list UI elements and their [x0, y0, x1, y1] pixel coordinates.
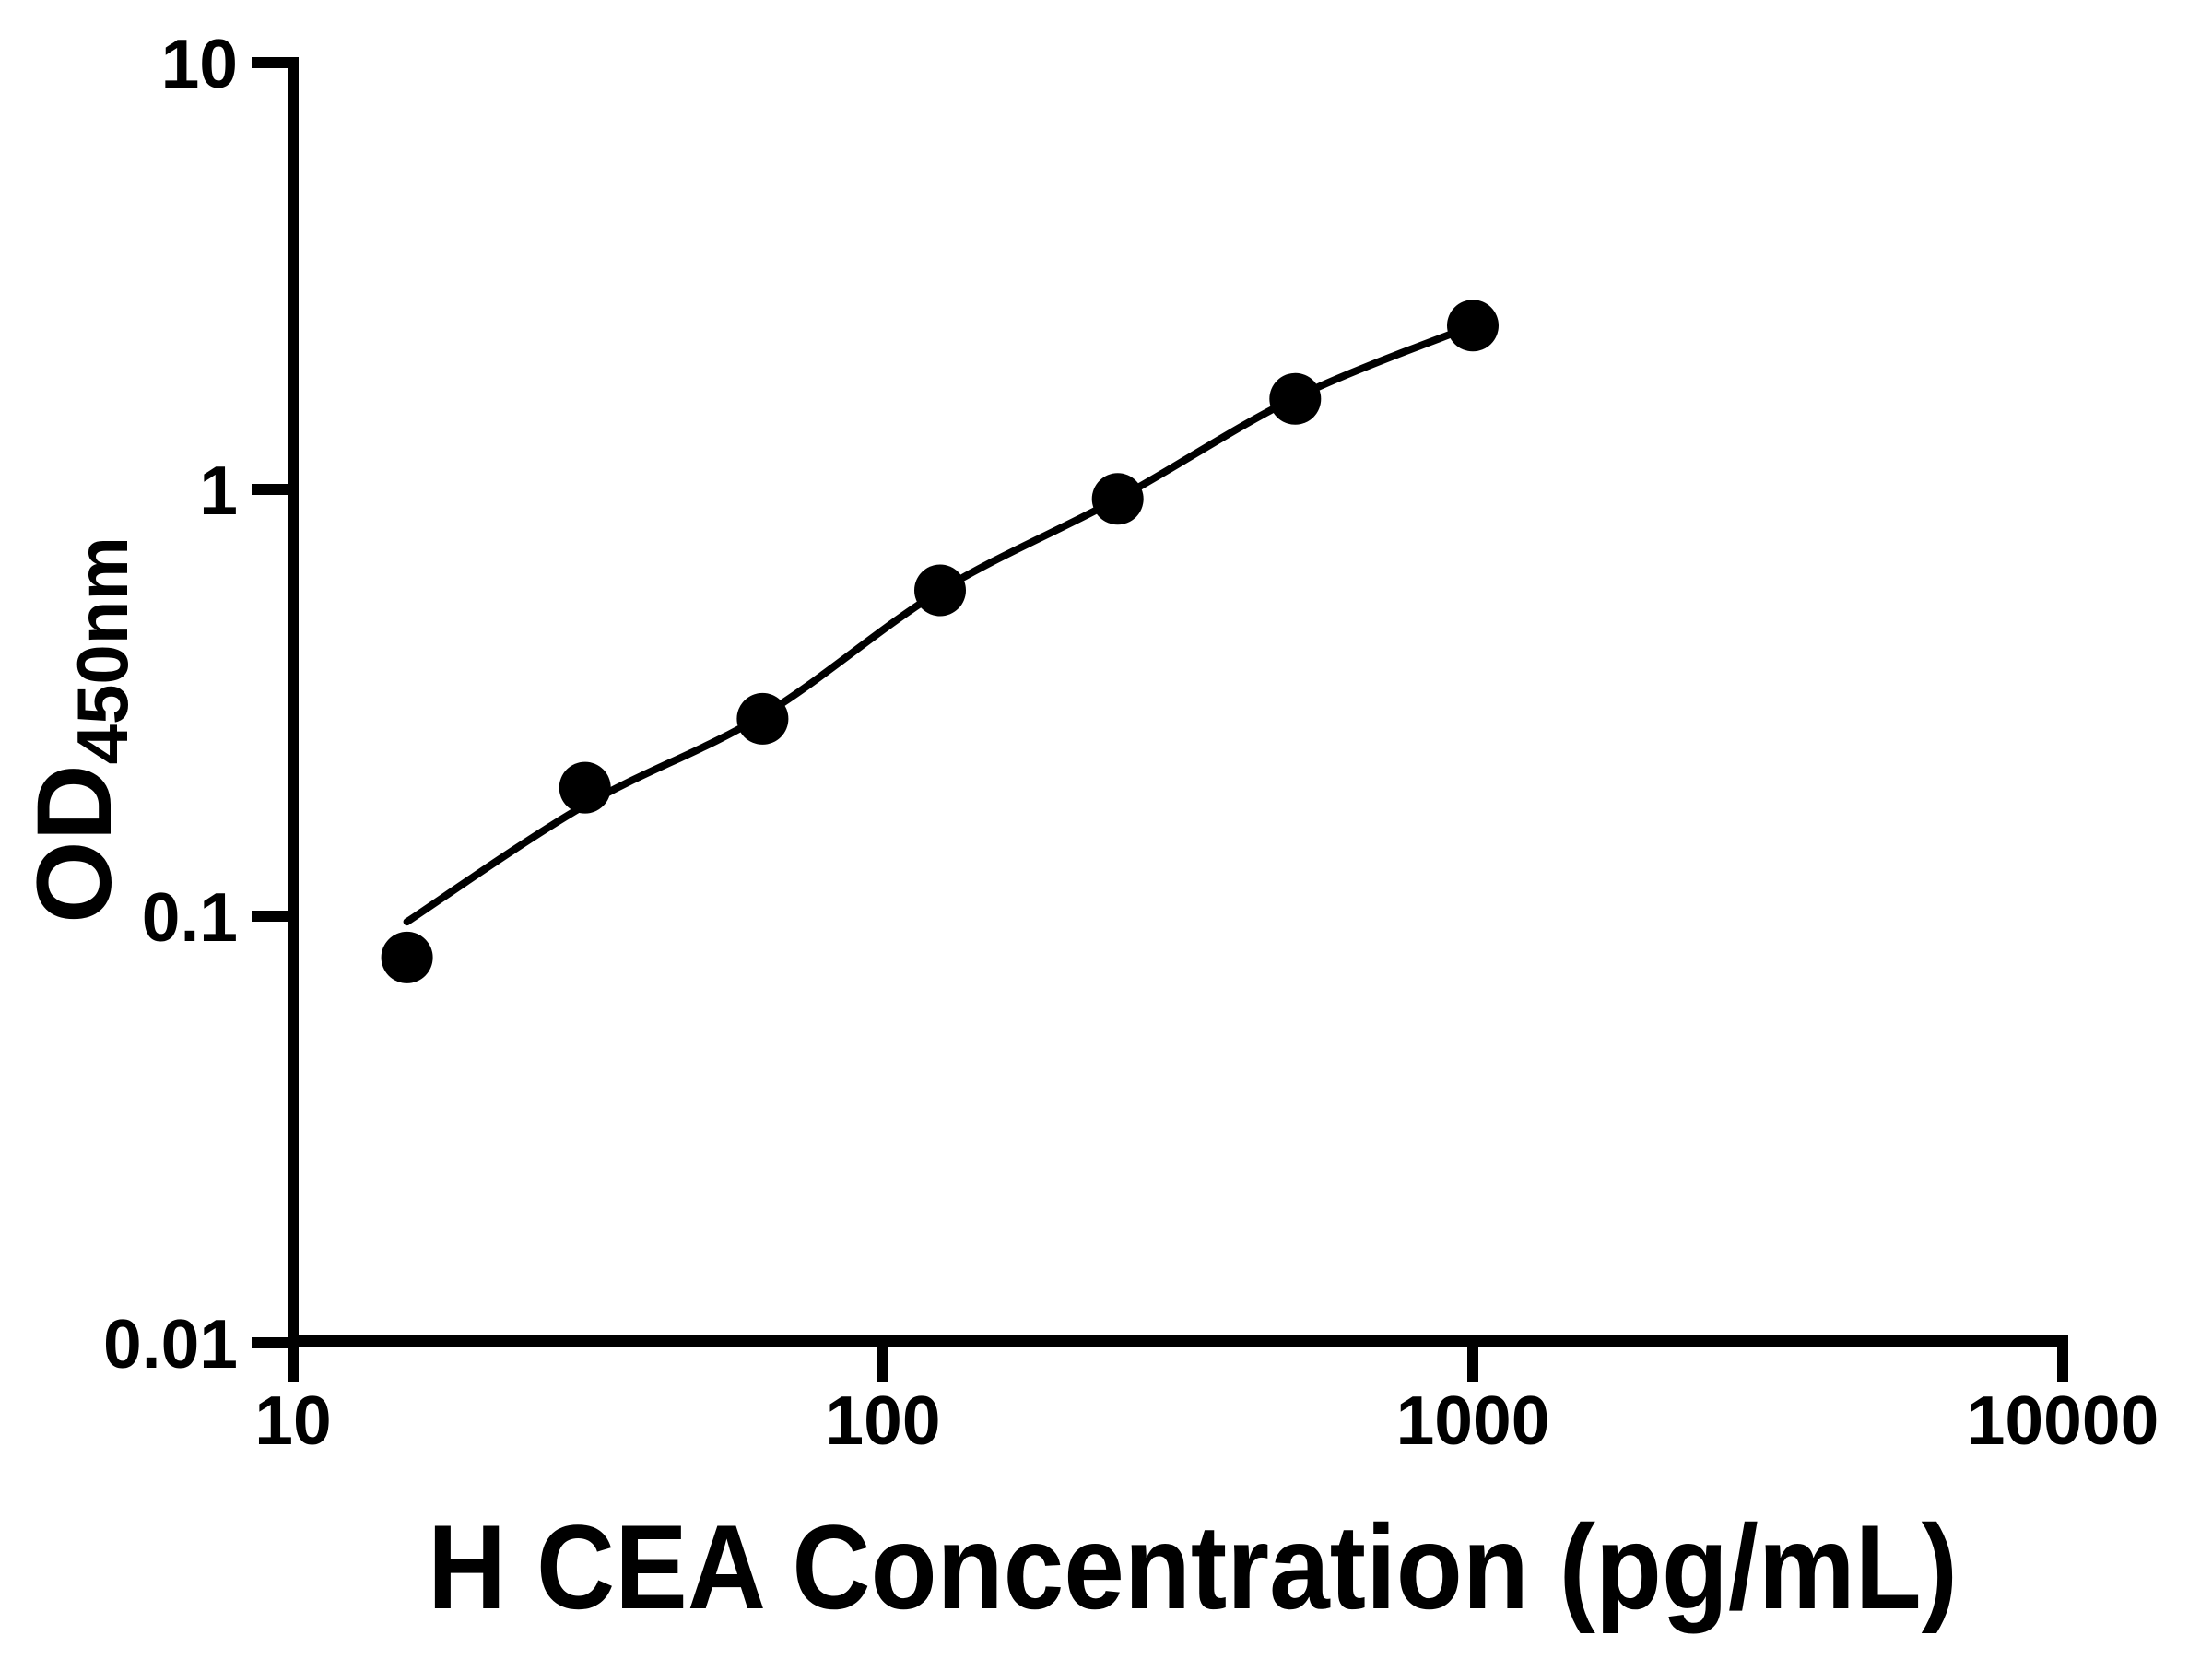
data-point	[914, 564, 966, 617]
data-point	[1447, 300, 1499, 352]
x-axis-ticks: 10 100 1000 10000	[254, 1341, 2159, 1459]
y-axis-title-subscript: 450nm	[62, 536, 143, 764]
plot-area	[381, 300, 1499, 983]
y-tick-label: 1	[199, 452, 238, 529]
x-axis-title: H CEA Concentration (pg/mL)	[428, 1500, 1958, 1634]
data-point	[1269, 372, 1322, 425]
y-axis-title-main: OD	[16, 764, 134, 924]
x-tick-label: 1000	[1396, 1382, 1550, 1459]
data-point	[736, 692, 789, 745]
y-tick-label: 0.01	[103, 1305, 238, 1382]
x-tick-label: 10000	[1967, 1382, 2159, 1459]
y-tick-label: 0.1	[142, 878, 238, 956]
data-point	[1091, 473, 1144, 525]
data-points-group	[381, 300, 1499, 983]
x-tick-label: 100	[825, 1382, 940, 1459]
axes	[288, 57, 2068, 1347]
y-axis-title: OD450nm	[16, 536, 143, 924]
y-axis-ticks: 0.01 0.1 1 10	[103, 25, 293, 1382]
x-tick-label: 10	[254, 1382, 331, 1459]
data-point	[559, 761, 611, 814]
data-point	[381, 931, 433, 983]
y-tick-label: 10	[161, 25, 238, 102]
